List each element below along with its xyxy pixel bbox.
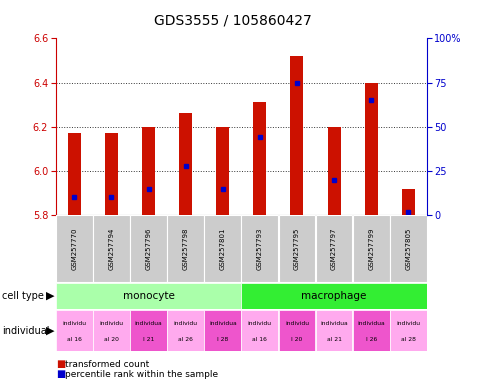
Text: cell type: cell type (2, 291, 44, 301)
Text: GSM257805: GSM257805 (405, 227, 410, 270)
Bar (364, 83, 377, 215)
Text: individu: individu (173, 321, 197, 326)
Bar (253, 103, 266, 215)
Text: GDS3555 / 105860427: GDS3555 / 105860427 (153, 13, 311, 27)
Text: individu: individu (99, 321, 123, 326)
Text: al 28: al 28 (400, 337, 415, 342)
Bar (401, 189, 414, 215)
Text: al 26: al 26 (178, 337, 193, 342)
Bar (56, 283, 241, 309)
Text: al 16: al 16 (67, 337, 82, 342)
Text: l 21: l 21 (143, 337, 154, 342)
Text: ■: ■ (56, 369, 65, 379)
Bar (327, 127, 340, 215)
Text: GSM257796: GSM257796 (145, 227, 151, 270)
Bar (352, 215, 389, 282)
Text: GSM257799: GSM257799 (367, 227, 373, 270)
Bar (389, 215, 426, 282)
Bar (241, 215, 278, 282)
Text: ▶: ▶ (46, 291, 55, 301)
Text: individua: individua (135, 321, 162, 326)
Bar (278, 310, 315, 351)
Text: l 20: l 20 (291, 337, 302, 342)
Text: percentile rank within the sample: percentile rank within the sample (65, 370, 218, 379)
Text: al 16: al 16 (252, 337, 267, 342)
Text: al 21: al 21 (326, 337, 341, 342)
Bar (105, 133, 118, 215)
Text: individu: individu (395, 321, 419, 326)
Bar (352, 310, 389, 351)
Bar (93, 310, 130, 351)
Bar (130, 310, 166, 351)
Bar (56, 310, 92, 351)
Bar (179, 113, 192, 215)
Text: individua: individua (209, 321, 236, 326)
Bar (167, 215, 204, 282)
Text: GSM257797: GSM257797 (331, 227, 336, 270)
Text: l 26: l 26 (365, 337, 376, 342)
Text: GSM257795: GSM257795 (293, 227, 299, 270)
Bar (142, 127, 155, 215)
Bar (68, 133, 81, 215)
Bar (93, 215, 130, 282)
Text: GSM257794: GSM257794 (108, 227, 114, 270)
Text: individu: individu (285, 321, 308, 326)
Bar (167, 310, 204, 351)
Bar (204, 215, 241, 282)
Bar (130, 215, 166, 282)
Text: l 28: l 28 (217, 337, 228, 342)
Text: transformed count: transformed count (65, 359, 150, 369)
Text: GSM257793: GSM257793 (257, 227, 262, 270)
Text: ■: ■ (56, 359, 65, 369)
Text: monocyte: monocyte (122, 291, 174, 301)
Text: al 20: al 20 (104, 337, 119, 342)
Text: GSM257801: GSM257801 (219, 227, 225, 270)
Bar (56, 215, 92, 282)
Bar (315, 310, 352, 351)
Bar (278, 215, 315, 282)
Text: ▶: ▶ (46, 326, 55, 336)
Bar (241, 283, 426, 309)
Text: individua: individua (319, 321, 347, 326)
Text: individu: individu (62, 321, 86, 326)
Text: individua: individua (357, 321, 384, 326)
Text: GSM257798: GSM257798 (182, 227, 188, 270)
Bar (241, 310, 278, 351)
Text: GSM257770: GSM257770 (71, 227, 77, 270)
Text: macrophage: macrophage (301, 291, 366, 301)
Text: individual: individual (2, 326, 50, 336)
Bar (216, 127, 229, 215)
Bar (389, 310, 426, 351)
Bar (204, 310, 241, 351)
Bar (315, 215, 352, 282)
Bar (290, 56, 303, 215)
Text: individu: individu (247, 321, 271, 326)
